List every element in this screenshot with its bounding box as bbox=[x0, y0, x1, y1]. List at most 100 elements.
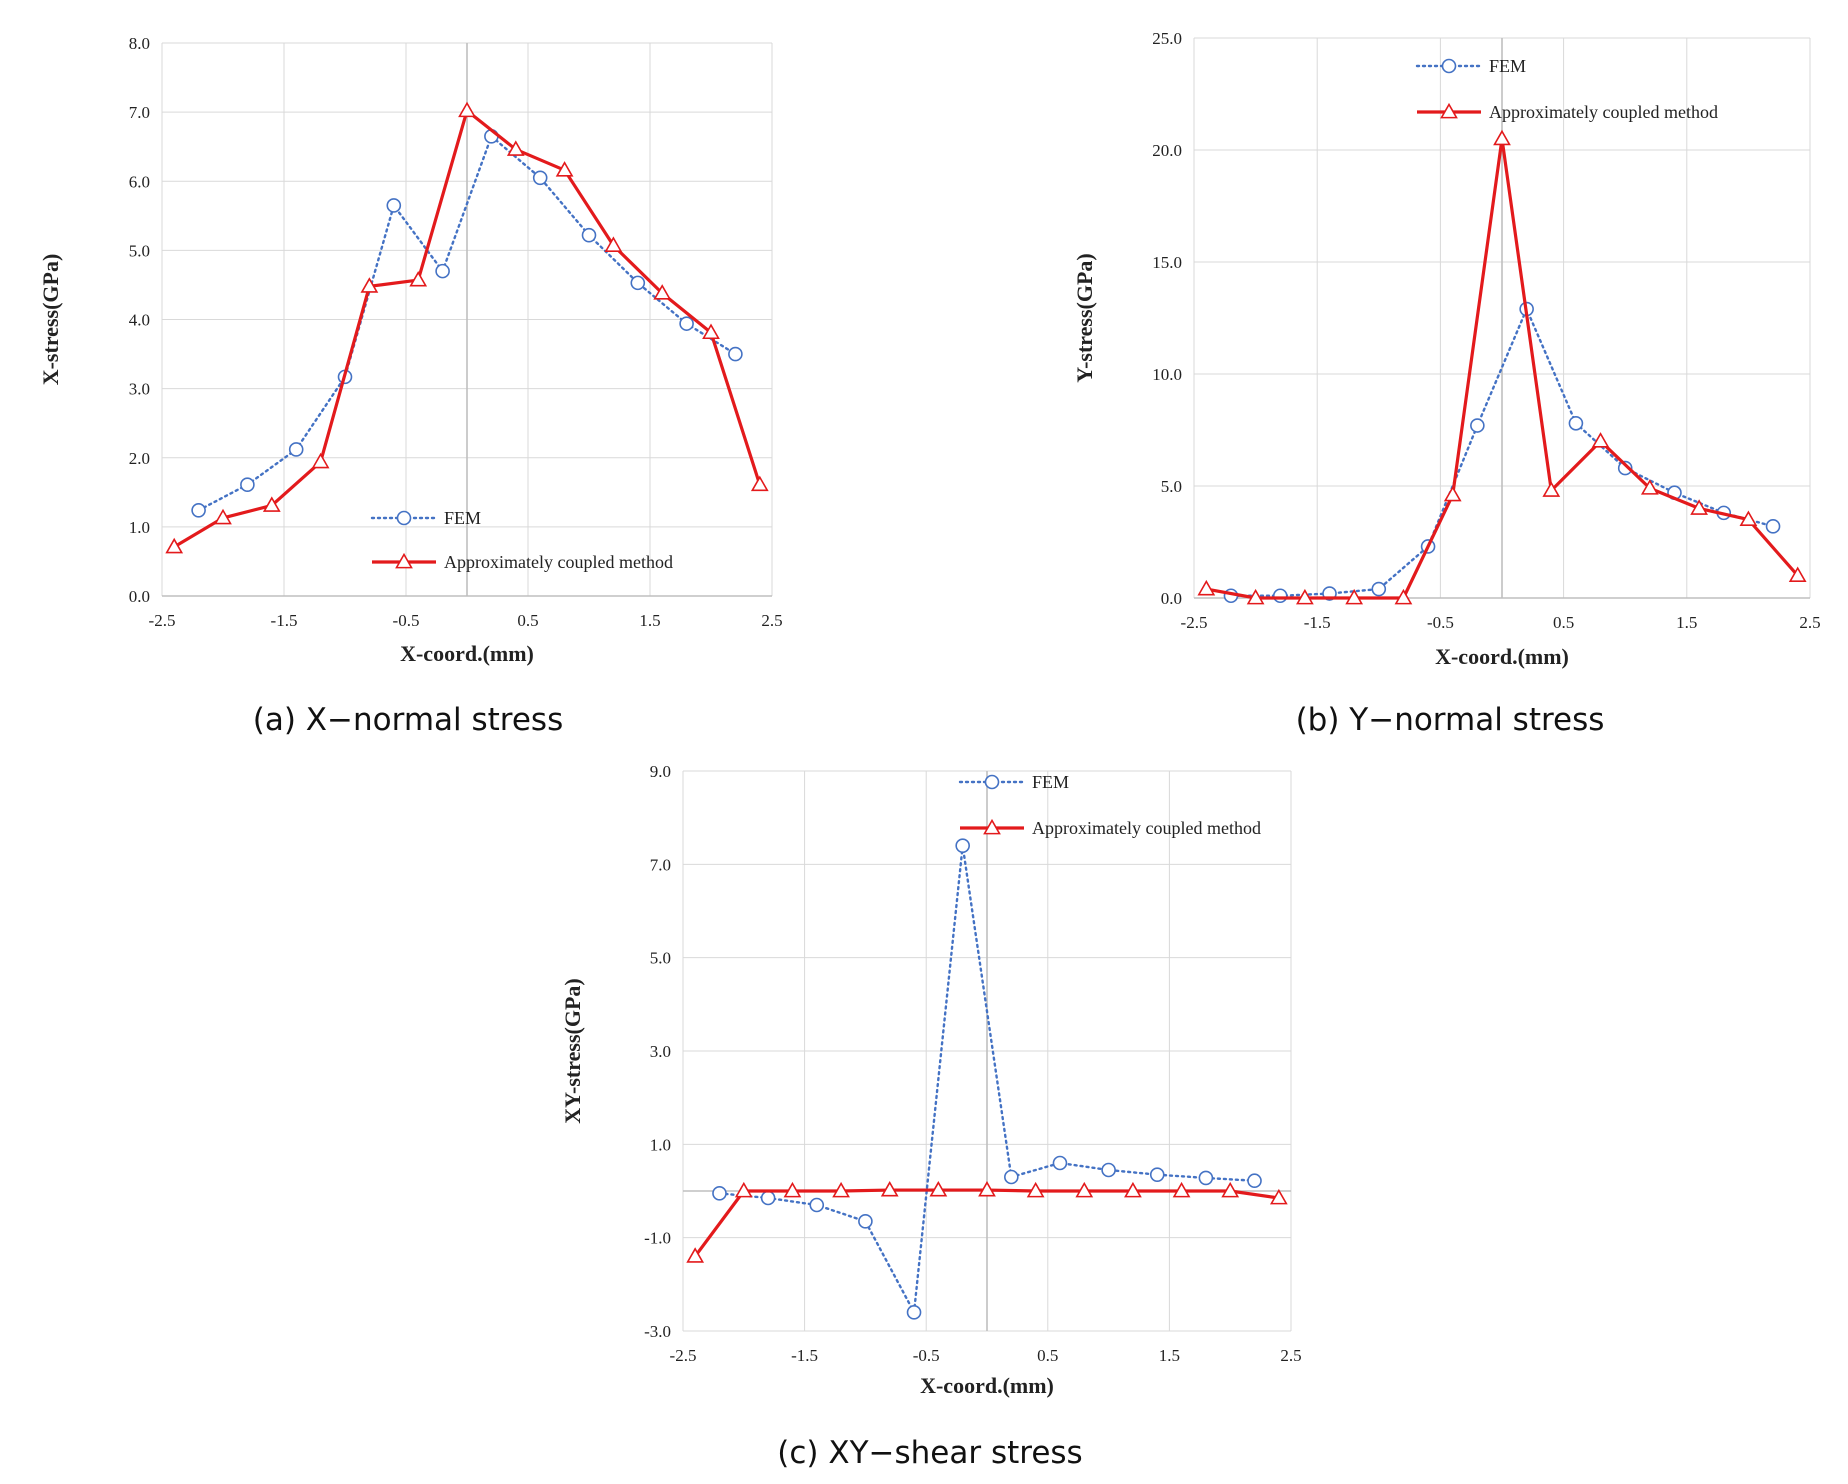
x-tick-label: 2.5 bbox=[1280, 1346, 1301, 1365]
y-tick-label: 2.0 bbox=[129, 449, 150, 468]
x-axis-title: X-coord.(mm) bbox=[400, 641, 534, 666]
legend-fem-marker bbox=[984, 774, 1000, 790]
caption-b: (b) Y−normal stress bbox=[1296, 702, 1605, 738]
fem-point bbox=[809, 1197, 825, 1213]
coupled-point bbox=[506, 140, 525, 156]
x-tick-label: -2.5 bbox=[1181, 613, 1208, 632]
coupled-point bbox=[750, 475, 769, 492]
coupled-point bbox=[214, 508, 232, 525]
coupled-point bbox=[1172, 1181, 1191, 1198]
coupled-point bbox=[880, 1180, 899, 1197]
fem-point bbox=[679, 316, 694, 331]
coupled-point bbox=[929, 1180, 948, 1197]
fem-point bbox=[1101, 1162, 1116, 1178]
coupled-point bbox=[1345, 588, 1364, 605]
coupled-point bbox=[604, 236, 623, 252]
coupled-point bbox=[262, 496, 281, 512]
legend: FEM Approximately coupled method bbox=[370, 508, 673, 572]
fem-series-line bbox=[197, 135, 737, 512]
fem-point bbox=[1617, 460, 1633, 476]
y-tick-label: 20.0 bbox=[1152, 141, 1182, 160]
caption-a: (a) X−normal stress bbox=[253, 702, 563, 738]
y-tick-label: -3.0 bbox=[644, 1322, 671, 1341]
coupled-point bbox=[360, 277, 379, 293]
y-axis-title: XY-stress(GPa) bbox=[560, 978, 585, 1123]
x-tick-label: 1.5 bbox=[639, 611, 660, 630]
legend-coupled-label: Approximately coupled method bbox=[444, 552, 673, 572]
x-tick-label: -0.5 bbox=[913, 1346, 940, 1365]
fem-point bbox=[1052, 1155, 1068, 1171]
legend-fem-label: FEM bbox=[1489, 56, 1526, 76]
y-tick-label: -1.0 bbox=[644, 1229, 671, 1248]
fem-point bbox=[581, 227, 597, 243]
coupled-point bbox=[1443, 485, 1462, 502]
coupled-point bbox=[1296, 588, 1314, 605]
fem-point bbox=[712, 1186, 727, 1201]
y-tick-label: 9.0 bbox=[650, 762, 671, 781]
fem-point bbox=[1247, 1173, 1262, 1189]
coupled-point bbox=[702, 323, 720, 340]
coupled-point bbox=[1394, 588, 1413, 605]
coupled-point bbox=[311, 452, 330, 469]
legend: FEM Approximately coupled method bbox=[958, 772, 1261, 838]
y-tick-label: 0.0 bbox=[129, 587, 150, 606]
coupled-point bbox=[686, 1247, 705, 1263]
y-tick-label: 3.0 bbox=[650, 1042, 671, 1061]
x-tick-label: -1.5 bbox=[1304, 613, 1331, 632]
fem-point bbox=[288, 442, 304, 457]
x-tick-label: -0.5 bbox=[1427, 613, 1454, 632]
coupled-point bbox=[1690, 499, 1708, 515]
y-tick-label: 3.0 bbox=[129, 380, 150, 399]
y-tick-label: 25.0 bbox=[1152, 29, 1182, 48]
fem-point bbox=[1149, 1167, 1165, 1182]
coupled-point bbox=[1075, 1181, 1094, 1198]
coupled-point bbox=[1591, 432, 1610, 448]
x-tick-label: 0.5 bbox=[517, 611, 538, 630]
fem-point bbox=[955, 838, 970, 853]
y-tick-label: 1.0 bbox=[650, 1135, 671, 1154]
x-tick-label: 0.5 bbox=[1037, 1346, 1058, 1365]
fem-point bbox=[1004, 1169, 1019, 1185]
x-tick-label: -2.5 bbox=[670, 1346, 697, 1365]
fem-point bbox=[728, 346, 743, 362]
x-tick-label: 2.5 bbox=[1799, 613, 1820, 632]
legend-coupled-marker bbox=[395, 552, 413, 569]
chart-x-normal-stress: -2.5 -1.5 -0.5 0.5 1.5 2.5 0.0 1.0 2.0 3.0 4.0 5.0 6… bbox=[38, 34, 783, 666]
legend-fem-marker bbox=[396, 510, 412, 526]
y-tick-label: 7.0 bbox=[650, 855, 671, 874]
coupled-point bbox=[1221, 1181, 1240, 1198]
coupled-point bbox=[1640, 479, 1659, 495]
coupled-point bbox=[409, 270, 428, 287]
y-tick-label: 0.0 bbox=[1161, 589, 1182, 608]
chart-y-normal-stress: -2.5 -1.5 -0.5 0.5 1.5 2.5 0.0 5.0 10.0 15.0 20.0 2… bbox=[1072, 29, 1821, 669]
coupled-point bbox=[1739, 510, 1758, 527]
coupled-point bbox=[165, 537, 184, 554]
coupled-point bbox=[1026, 1181, 1045, 1198]
coupled-point bbox=[832, 1181, 850, 1198]
legend-fem-marker bbox=[1441, 58, 1457, 74]
fem-point bbox=[630, 275, 646, 291]
fem-point bbox=[1568, 415, 1584, 431]
coupled-point bbox=[653, 284, 672, 300]
fem-point bbox=[906, 1305, 922, 1320]
coupled-point bbox=[1493, 129, 1511, 146]
coupled-point bbox=[1788, 566, 1807, 583]
y-tick-label: 5.0 bbox=[1161, 477, 1182, 496]
y-tick-label: 1.0 bbox=[129, 518, 150, 537]
y-tick-label: 5.0 bbox=[129, 241, 150, 260]
coupled-point bbox=[1197, 579, 1216, 596]
legend-coupled-label: Approximately coupled method bbox=[1032, 818, 1261, 838]
x-tick-label: -0.5 bbox=[393, 611, 420, 630]
legend-coupled-label: Approximately coupled method bbox=[1489, 102, 1718, 122]
y-tick-label: 10.0 bbox=[1152, 365, 1182, 384]
fem-series-line bbox=[1229, 307, 1775, 597]
fem-point bbox=[191, 502, 206, 518]
legend-coupled-marker bbox=[983, 818, 1001, 835]
coupled-point bbox=[978, 1180, 996, 1197]
caption-c: (c) XY−shear stress bbox=[777, 1435, 1082, 1471]
legend: FEM Approximately coupled method bbox=[1415, 56, 1718, 122]
fem-point bbox=[858, 1214, 873, 1229]
coupled-point bbox=[555, 161, 574, 177]
fem-point bbox=[1198, 1170, 1214, 1186]
